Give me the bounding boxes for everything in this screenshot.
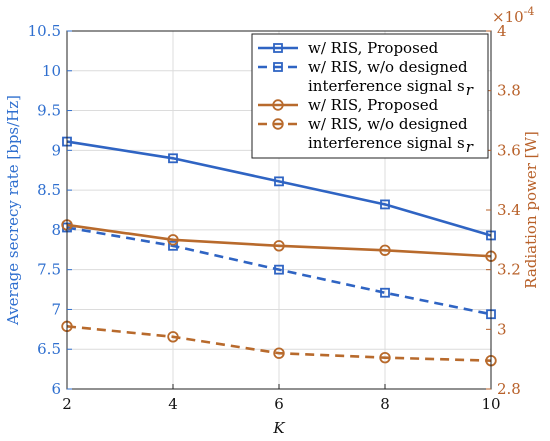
x-tick-label: 10 [481, 395, 500, 413]
right-axis-exponent: ×10-4 [492, 5, 534, 26]
y-tick-label-right: 3.2 [497, 261, 521, 279]
legend-label: w/ RIS, w/o designed [308, 58, 468, 76]
x-tick-label: 4 [168, 395, 178, 413]
y-tick-label-left: 9.5 [37, 102, 61, 120]
square-marker [380, 287, 390, 298]
circle-marker [273, 240, 285, 252]
legend-label-subscript: r [466, 138, 474, 156]
y-tick-label-left: 9 [51, 141, 61, 159]
y-tick-label-right: 2.8 [497, 380, 521, 398]
y-tick-label-left: 10.5 [28, 22, 61, 40]
legend-label: w/ RIS, Proposed [308, 96, 439, 114]
y-tick-label-right: 4 [497, 22, 507, 40]
legend-label-subscript: r [466, 81, 474, 99]
x-axis-label: K [272, 419, 285, 437]
y-tick-label-right: 3.8 [497, 82, 521, 100]
legend-label: interference signal s [308, 134, 465, 152]
square-marker [273, 62, 283, 72]
square-marker [168, 240, 178, 251]
circle-marker [167, 331, 179, 343]
circle-marker [273, 347, 285, 359]
y-tick-label-right: 3.4 [497, 201, 521, 219]
y-tick-label-left: 7.5 [37, 261, 61, 279]
square-marker [274, 264, 284, 275]
square-marker [168, 153, 178, 164]
y-tick-label-right: 3 [497, 320, 507, 338]
legend-item-3: w/ RIS, Proposed [258, 96, 439, 114]
circle-marker [167, 234, 179, 246]
legend-label: w/ RIS, Proposed [308, 39, 439, 57]
series-line [66, 325, 492, 362]
y-tick-label-left: 8 [51, 221, 61, 239]
y-tick-label-left: 6.5 [37, 340, 61, 358]
x-tick-label: 2 [62, 395, 72, 413]
square-marker [380, 199, 390, 210]
series-line [66, 223, 492, 258]
exponent-power: -4 [524, 5, 535, 18]
legend-box [251, 33, 489, 159]
series-line [66, 226, 492, 316]
series-line [66, 140, 492, 237]
y-axis-label-left: Average secrecy rate [bps/Hz] [4, 95, 22, 326]
legend-label: interference signal s [308, 77, 465, 95]
y-tick-label-left: 6 [51, 380, 61, 398]
y-tick-label-right: 3.6 [497, 141, 521, 159]
series-1 [62, 136, 496, 241]
legend-label: w/ RIS, w/o designed [308, 115, 468, 133]
circle-marker [272, 118, 284, 130]
y-tick-label-left: 8.5 [37, 181, 61, 199]
x-tick-label: 8 [380, 395, 390, 413]
square-marker [274, 176, 284, 187]
circle-marker [379, 351, 391, 364]
y-tick-label-left: 7 [51, 300, 61, 318]
x-tick-label: 6 [274, 395, 284, 413]
y-tick-label-left: 10 [42, 62, 61, 80]
square-marker [273, 43, 283, 53]
tick-group: 2 4 6 8 10 6 6.5 7 7.5 8 8.5 9 9.5 10 10.5 2.8 3 3.2 3.4 3.… [28, 22, 521, 413]
y-axis-label-right: Radiation power [W] [522, 131, 540, 289]
circle-marker [272, 99, 284, 111]
exponent-base: ×10 [492, 8, 524, 26]
legend-item-1: w/ RIS, Proposed [258, 39, 439, 57]
circle-marker [379, 244, 391, 256]
